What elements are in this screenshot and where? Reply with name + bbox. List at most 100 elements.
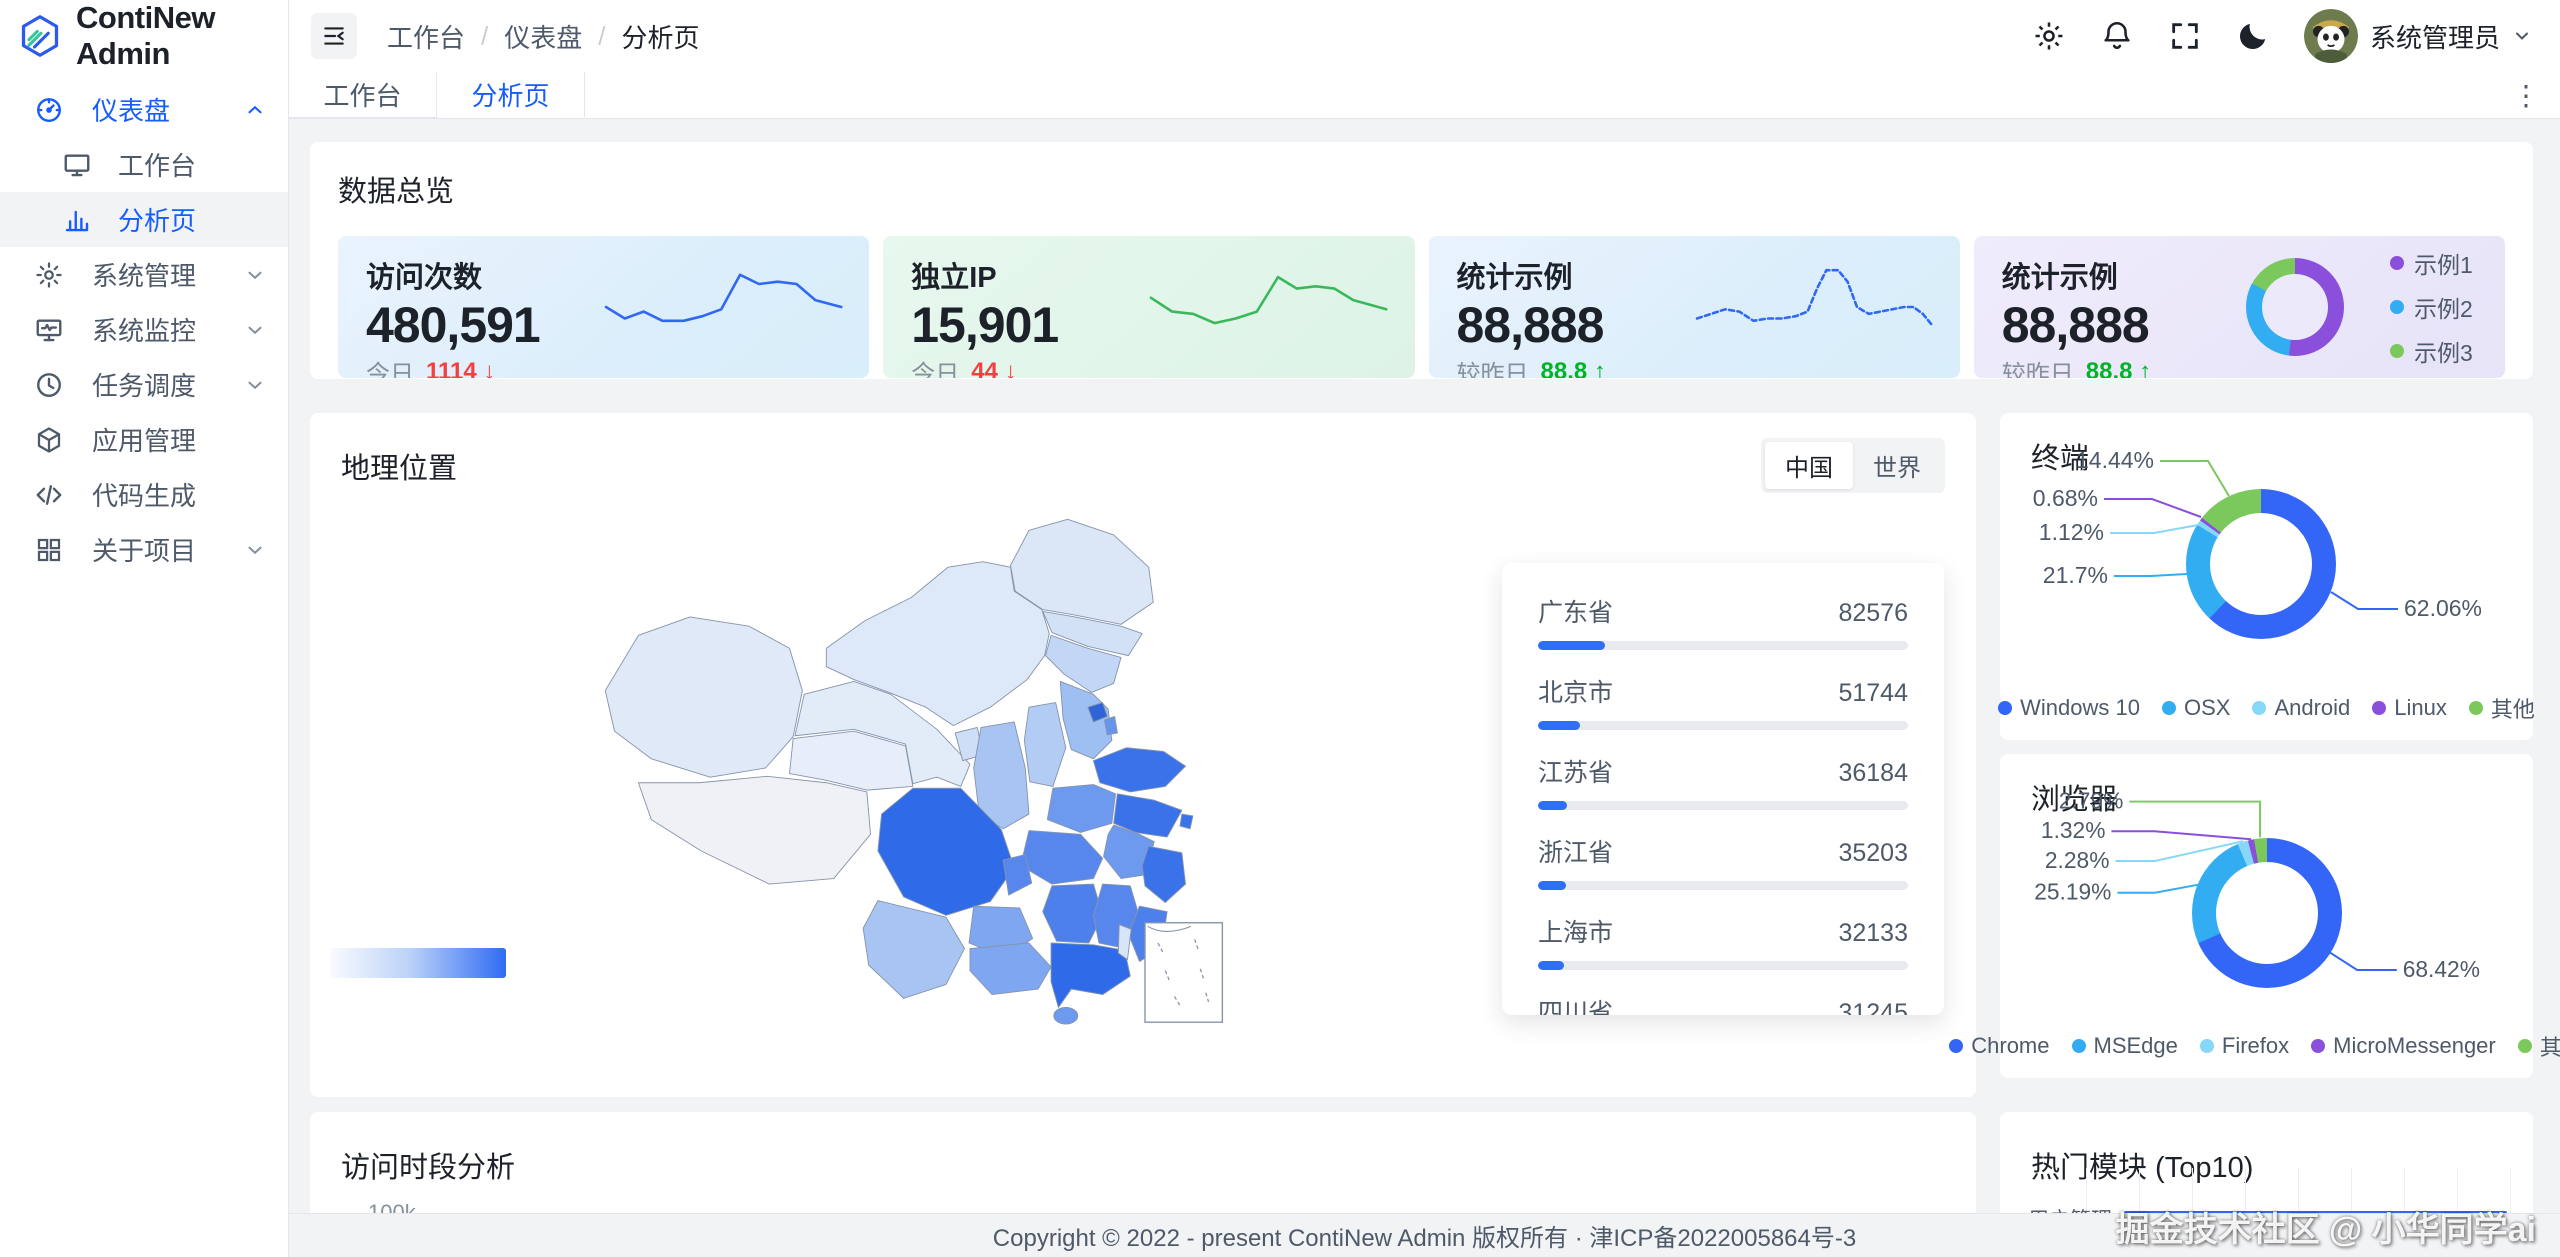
map-region-shanghai[interactable] <box>1179 813 1194 830</box>
notification-bell-icon[interactable] <box>2100 19 2134 53</box>
menu-collapse-button[interactable] <box>311 13 357 59</box>
sidebar-item-dashboard[interactable]: 仪表盘 <box>0 82 288 137</box>
legend-item[interactable]: Firefox <box>2199 1030 2289 1062</box>
breadcrumb-item[interactable]: 分析页 <box>621 22 700 53</box>
tab-bar: 工作台 分析页 ⋮ <box>289 72 2560 119</box>
sidebar-item-system-monitor[interactable]: 系统监控 <box>0 302 288 357</box>
map-region-chongqing[interactable] <box>1002 854 1033 896</box>
map-region-anhui[interactable] <box>1103 824 1155 879</box>
map-scope-world[interactable]: 世界 <box>1873 455 1921 482</box>
legend-item[interactable]: Windows 10 <box>1998 692 2140 724</box>
map-visual-scale <box>330 948 506 978</box>
map-region-beijing[interactable] <box>1087 702 1108 723</box>
map-region-shaanxi[interactable] <box>973 721 1030 830</box>
map-region-yunnan[interactable] <box>862 900 965 999</box>
tab-more-menu[interactable]: ⋮ <box>2512 79 2540 111</box>
copyright-text: Copyright © 2022 - present ContiNew Admi… <box>992 1225 1857 1252</box>
province-rank-row[interactable]: 江苏省 36184 <box>1538 753 1908 810</box>
province-rank-row[interactable]: 北京市 51744 <box>1538 673 1908 730</box>
province-rank-row[interactable]: 四川省 31245 <box>1538 993 1908 1015</box>
gear-icon <box>34 260 64 290</box>
province-rank-row[interactable]: 上海市 32133 <box>1538 913 1908 970</box>
map-region-qinghai[interactable] <box>789 730 914 791</box>
chevron-down-icon <box>244 264 266 286</box>
sidebar-item-workplace[interactable]: 工作台 <box>0 137 288 192</box>
province-rank-row[interactable]: 广东省 82576 <box>1538 593 1908 650</box>
map-region-shanxi[interactable] <box>1023 702 1067 787</box>
map-region-zhejiang[interactable] <box>1141 845 1186 903</box>
donut-label: 2.79% <box>2059 787 2124 813</box>
legend-item[interactable]: Android <box>2252 692 2350 724</box>
tab-workplace[interactable]: 工作台 <box>289 72 437 118</box>
sidebar-item-code-generation[interactable]: 代码生成 <box>0 467 288 522</box>
cube-icon <box>34 425 64 455</box>
stat-sub-value: 44 ↓ <box>971 357 1017 379</box>
chart-gridlines <box>2086 1168 2511 1230</box>
legend-item[interactable]: 示例2 <box>2389 290 2473 324</box>
map-region-heilongjiang[interactable] <box>1010 518 1154 625</box>
user-menu[interactable]: 系统管理员 <box>2303 9 2532 63</box>
fullscreen-icon[interactable] <box>2168 19 2202 53</box>
map-region-hebei[interactable] <box>1059 680 1113 760</box>
china-choropleth-map[interactable] <box>550 498 1250 1038</box>
map-region-taiwan[interactable] <box>1117 924 1132 961</box>
legend-item[interactable]: MicroMessenger <box>2311 1030 2496 1062</box>
legend-item[interactable]: 示例3 <box>2389 334 2473 368</box>
legend-item[interactable]: Chrome <box>1949 1030 2050 1062</box>
map-region-tianjin[interactable] <box>1104 715 1118 736</box>
map-region-hubei[interactable] <box>1020 830 1104 885</box>
province-name: 江苏省 <box>1538 759 1614 787</box>
map-region-shandong[interactable] <box>1092 747 1186 793</box>
monitor-pulse-icon <box>34 315 64 345</box>
map-region-guangxi[interactable] <box>969 942 1052 996</box>
stat-sub-value: 1114 ↓ <box>426 357 496 379</box>
map-region-tibet[interactable] <box>637 775 871 885</box>
time-analysis-title: 访问时段分析 <box>341 1152 516 1184</box>
province-rank-row[interactable]: 浙江省 35203 <box>1538 833 1908 890</box>
chart-legend: Windows 10 OSX Android Linux 其他 <box>1998 692 2535 724</box>
sidebar-item-analysis[interactable]: 分析页 <box>0 192 288 247</box>
map-region-hunan[interactable] <box>1042 883 1104 944</box>
map-region-jilin[interactable] <box>1042 610 1143 657</box>
legend-item[interactable]: MSEdge <box>2071 1030 2178 1062</box>
legend-item[interactable]: Linux <box>2372 692 2447 724</box>
map-region-jiangsu[interactable] <box>1113 793 1183 838</box>
dark-mode-moon-icon[interactable] <box>2236 19 2270 53</box>
sidebar-item-system-management[interactable]: 系统管理 <box>0 247 288 302</box>
watermark: 掘金技术社区 @ 小华同学ai <box>2115 1211 2536 1249</box>
legend-item[interactable]: OSX <box>2161 692 2230 724</box>
map-region-sichuan[interactable] <box>877 787 1015 916</box>
map-scope-china[interactable]: 中国 <box>1765 442 1853 489</box>
province-name: 四川省 <box>1538 999 1614 1015</box>
map-region-inner-mongolia[interactable] <box>825 561 1050 727</box>
donut-label: 14.44% <box>2076 447 2154 473</box>
desktop-icon <box>62 150 92 180</box>
sidebar-item-task-schedule[interactable]: 任务调度 <box>0 357 288 412</box>
tab-analysis[interactable]: 分析页 <box>437 72 585 118</box>
legend-item[interactable]: 示例1 <box>2389 246 2473 280</box>
legend-item[interactable]: 其他 <box>2517 1030 2560 1062</box>
map-region-gansu[interactable] <box>794 680 971 787</box>
breadcrumb-item[interactable]: 工作台 <box>387 22 466 53</box>
avatar <box>2303 9 2358 63</box>
user-name: 系统管理员 <box>2369 22 2500 53</box>
geo-panel: 地理位置 中国 世界 <box>310 413 1976 1097</box>
mini-donut-chart: 示例1 示例2 示例3 <box>2242 252 2477 366</box>
map-region-xinjiang[interactable] <box>604 616 803 778</box>
stat-value: 480,591 <box>366 297 541 353</box>
sidebar-menu: 仪表盘 工作台 分析页 系统管理 系统监控 任务调度 应用管理 代码生成 关于项目 <box>0 72 288 577</box>
stat-card-2: 统计示例 88,888 较昨日 88.8 ↑ <box>1428 236 1960 378</box>
sidebar-item-app-management[interactable]: 应用管理 <box>0 412 288 467</box>
map-region-guangdong[interactable] <box>1050 942 1131 1008</box>
breadcrumb-item[interactable]: 仪表盘 <box>504 22 583 53</box>
terminal-title: 终端 <box>2031 443 2090 475</box>
sidebar-item-about-project[interactable]: 关于项目 <box>0 522 288 577</box>
map-region-hainan[interactable] <box>1053 1007 1079 1025</box>
legend-item[interactable]: 其他 <box>2468 692 2535 724</box>
province-name: 上海市 <box>1538 919 1614 947</box>
map-region-liaoning[interactable] <box>1045 634 1122 693</box>
settings-icon[interactable] <box>2032 19 2066 53</box>
donut-label: 1.32% <box>2041 817 2106 843</box>
logo[interactable]: ContiNew Admin <box>0 0 288 72</box>
map-region-henan[interactable] <box>1046 784 1116 833</box>
